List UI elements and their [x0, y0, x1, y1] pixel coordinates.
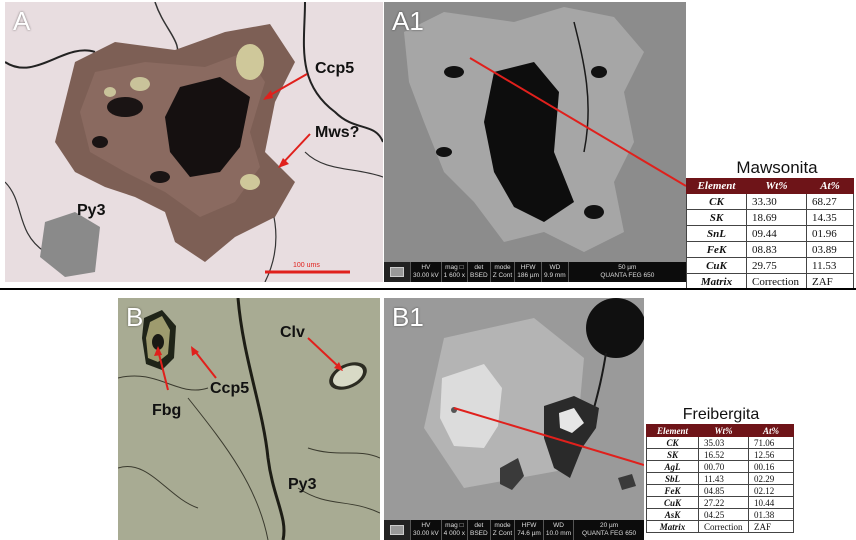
panel-a-micrograph [5, 2, 383, 282]
table-row: FeK 04.85 02.12 [646, 484, 794, 497]
freibergita-table: Element Wt% At% CK 35.03 71.06 SK 16.52 12.5… [646, 424, 794, 533]
label-fbg: Fbg [152, 402, 182, 419]
scale-bar-label: 100 ums [293, 262, 320, 269]
sem-det: det BSED [467, 520, 490, 540]
sem-mode: mode Z Cont [489, 262, 515, 282]
label-mws: Mws? [315, 124, 360, 141]
panel-a1-sem: A1 HV 30.00 kV mag □ 1 600 x det BSED mode Z… [384, 2, 686, 282]
panel-b-reflected-light: B Ccp5 Clv Fbg Py3 [118, 298, 380, 540]
panel-b-micrograph [118, 298, 380, 540]
table-row: Matrix Correction ZAF [686, 273, 854, 290]
table-row: CuK 29.75 11.53 [686, 257, 854, 274]
table-row: CK 35.03 71.06 [646, 436, 794, 449]
header-wt: Wt% [698, 424, 749, 437]
label-ccp5-b: Ccp5 [210, 380, 250, 397]
header-element: Element [686, 178, 747, 194]
table-row: SK 18.69 14.35 [686, 209, 854, 226]
sem-scale: 50 µm QUANTA FEG 650 [567, 262, 686, 282]
label-ccp5: Ccp5 [315, 60, 355, 77]
table-row: SK 16.52 12.56 [646, 448, 794, 461]
table-row: SbL 11.43 02.29 [646, 472, 794, 485]
label-py3: Py3 [77, 202, 106, 219]
panel-a1-micrograph [384, 2, 686, 262]
mawsonita-table: Element Wt% At% CK 33.30 68.27 SK 18.69 14.3… [686, 178, 854, 290]
table-header-row: Element Wt% At% [686, 178, 854, 194]
freibergita-title: Freibergita [682, 406, 760, 423]
sem-mode: mode Z Cont [489, 520, 515, 540]
sem-hfw: HFW 74.6 µm [514, 520, 543, 540]
panel-b1-micrograph [384, 298, 644, 520]
table-row: AgL 00.70 00.16 [646, 460, 794, 473]
table-row: AsK 04.25 01.38 [646, 508, 794, 521]
sem-scale: 20 µm QUANTA FEG 650 [573, 520, 644, 540]
sem-hv: HV 30.00 kV [410, 520, 441, 540]
panel-a1-letter: A1 [392, 6, 424, 36]
sem-mag: mag □ 4 000 x [440, 520, 467, 540]
mawsonita-title: Mawsonita [736, 158, 818, 177]
panel-b-letter: B [126, 302, 144, 332]
detector-icon [384, 262, 410, 282]
sem-info-bar-a1: HV 30.00 kV mag □ 1 600 x det BSED mode Z Co… [384, 262, 686, 282]
panel-b1-letter: B1 [392, 302, 424, 332]
sem-mag: mag □ 1 600 x [440, 262, 467, 282]
label-clv: Clv [280, 324, 305, 341]
label-py3-b: Py3 [288, 476, 317, 493]
header-wt: Wt% [746, 178, 807, 194]
table-row: SnL 09.44 01.96 [686, 225, 854, 242]
header-at: At% [748, 424, 794, 437]
table-row: Matrix Correction ZAF [646, 520, 794, 533]
panel-a-reflected-light: A Ccp5 Mws? Py3 100 ums [5, 2, 383, 282]
table-header-row: Element Wt% At% [646, 424, 794, 437]
sem-det: det BSED [467, 262, 490, 282]
sem-hv: HV 30.00 kV [410, 262, 441, 282]
row-divider [0, 288, 856, 290]
sem-wd: WD 10.0 mm [542, 520, 573, 540]
panel-a-letter: A [13, 6, 31, 36]
sem-hfw: HFW 186 µm [514, 262, 541, 282]
header-at: At% [806, 178, 854, 194]
sem-wd: WD 9.9 mm [541, 262, 568, 282]
header-element: Element [646, 424, 699, 437]
sem-info-bar-b1: HV 30.00 kV mag □ 4 000 x det BSED mode Z Co… [384, 520, 644, 540]
table-row: CK 33.30 68.27 [686, 193, 854, 210]
panel-b1-sem: B1 HV 30.00 kV mag □ 4 000 x det BSED mode Z… [384, 298, 644, 540]
detector-icon [384, 520, 410, 540]
table-row: CuK 27.22 10.44 [646, 496, 794, 509]
table-row: FeK 08.83 03.89 [686, 241, 854, 258]
